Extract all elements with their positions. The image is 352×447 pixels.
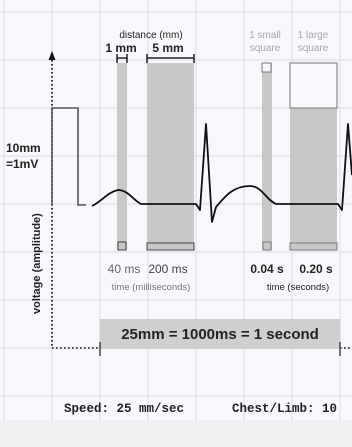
large-square-bottom-left xyxy=(146,242,195,251)
large-square-column-right xyxy=(290,108,337,250)
large-square-outline-top xyxy=(289,62,338,109)
footer-band xyxy=(0,420,352,447)
calibration-label-line1: 10mm xyxy=(6,141,41,155)
large-square-label-line1: 1 large xyxy=(298,30,329,41)
small-square-bottom-left xyxy=(117,241,127,251)
small-square-label-line1: 1 small xyxy=(249,30,281,41)
time-s-small-value: 0.04 s xyxy=(250,262,284,276)
distance-header: distance (mm) xyxy=(119,30,182,41)
time-ms-caption: time (milliseconds) xyxy=(112,282,191,293)
speed-label: Speed: 25 mm/sec xyxy=(64,402,184,416)
calibration-pulse xyxy=(51,107,86,206)
distance-1mm-label: 1 mm xyxy=(105,41,136,55)
small-square-bottom-right xyxy=(262,241,272,251)
small-square-column-right xyxy=(262,63,272,250)
time-s-caption: time (seconds) xyxy=(267,282,329,293)
time-ms-large-value: 200 ms xyxy=(148,262,187,276)
bracket-1mm xyxy=(116,54,128,63)
time-s-large-value: 0.20 s xyxy=(299,262,333,276)
ecg-trace xyxy=(91,123,352,223)
time-ms-small-value: 40 ms xyxy=(108,262,141,276)
scale-bar-label: 25mm = 1000ms = 1 second xyxy=(121,326,319,343)
large-square-bottom-right xyxy=(289,242,338,251)
lead-label: Chest/Limb: 10 xyxy=(232,402,337,416)
voltage-axis-label: voltage (amplitude) xyxy=(31,213,43,314)
large-square-column-left xyxy=(147,63,194,250)
small-square-outline-top xyxy=(261,62,272,73)
small-square-column-left xyxy=(117,63,127,250)
calibration-label-line2: =1mV xyxy=(6,157,38,171)
large-square-label-line2: square xyxy=(298,43,329,54)
small-square-label-line2: square xyxy=(250,43,281,54)
bracket-5mm xyxy=(146,54,195,63)
scale-bar xyxy=(100,319,340,349)
voltage-axis-arrowhead xyxy=(48,51,56,60)
distance-5mm-label: 5 mm xyxy=(152,41,183,55)
